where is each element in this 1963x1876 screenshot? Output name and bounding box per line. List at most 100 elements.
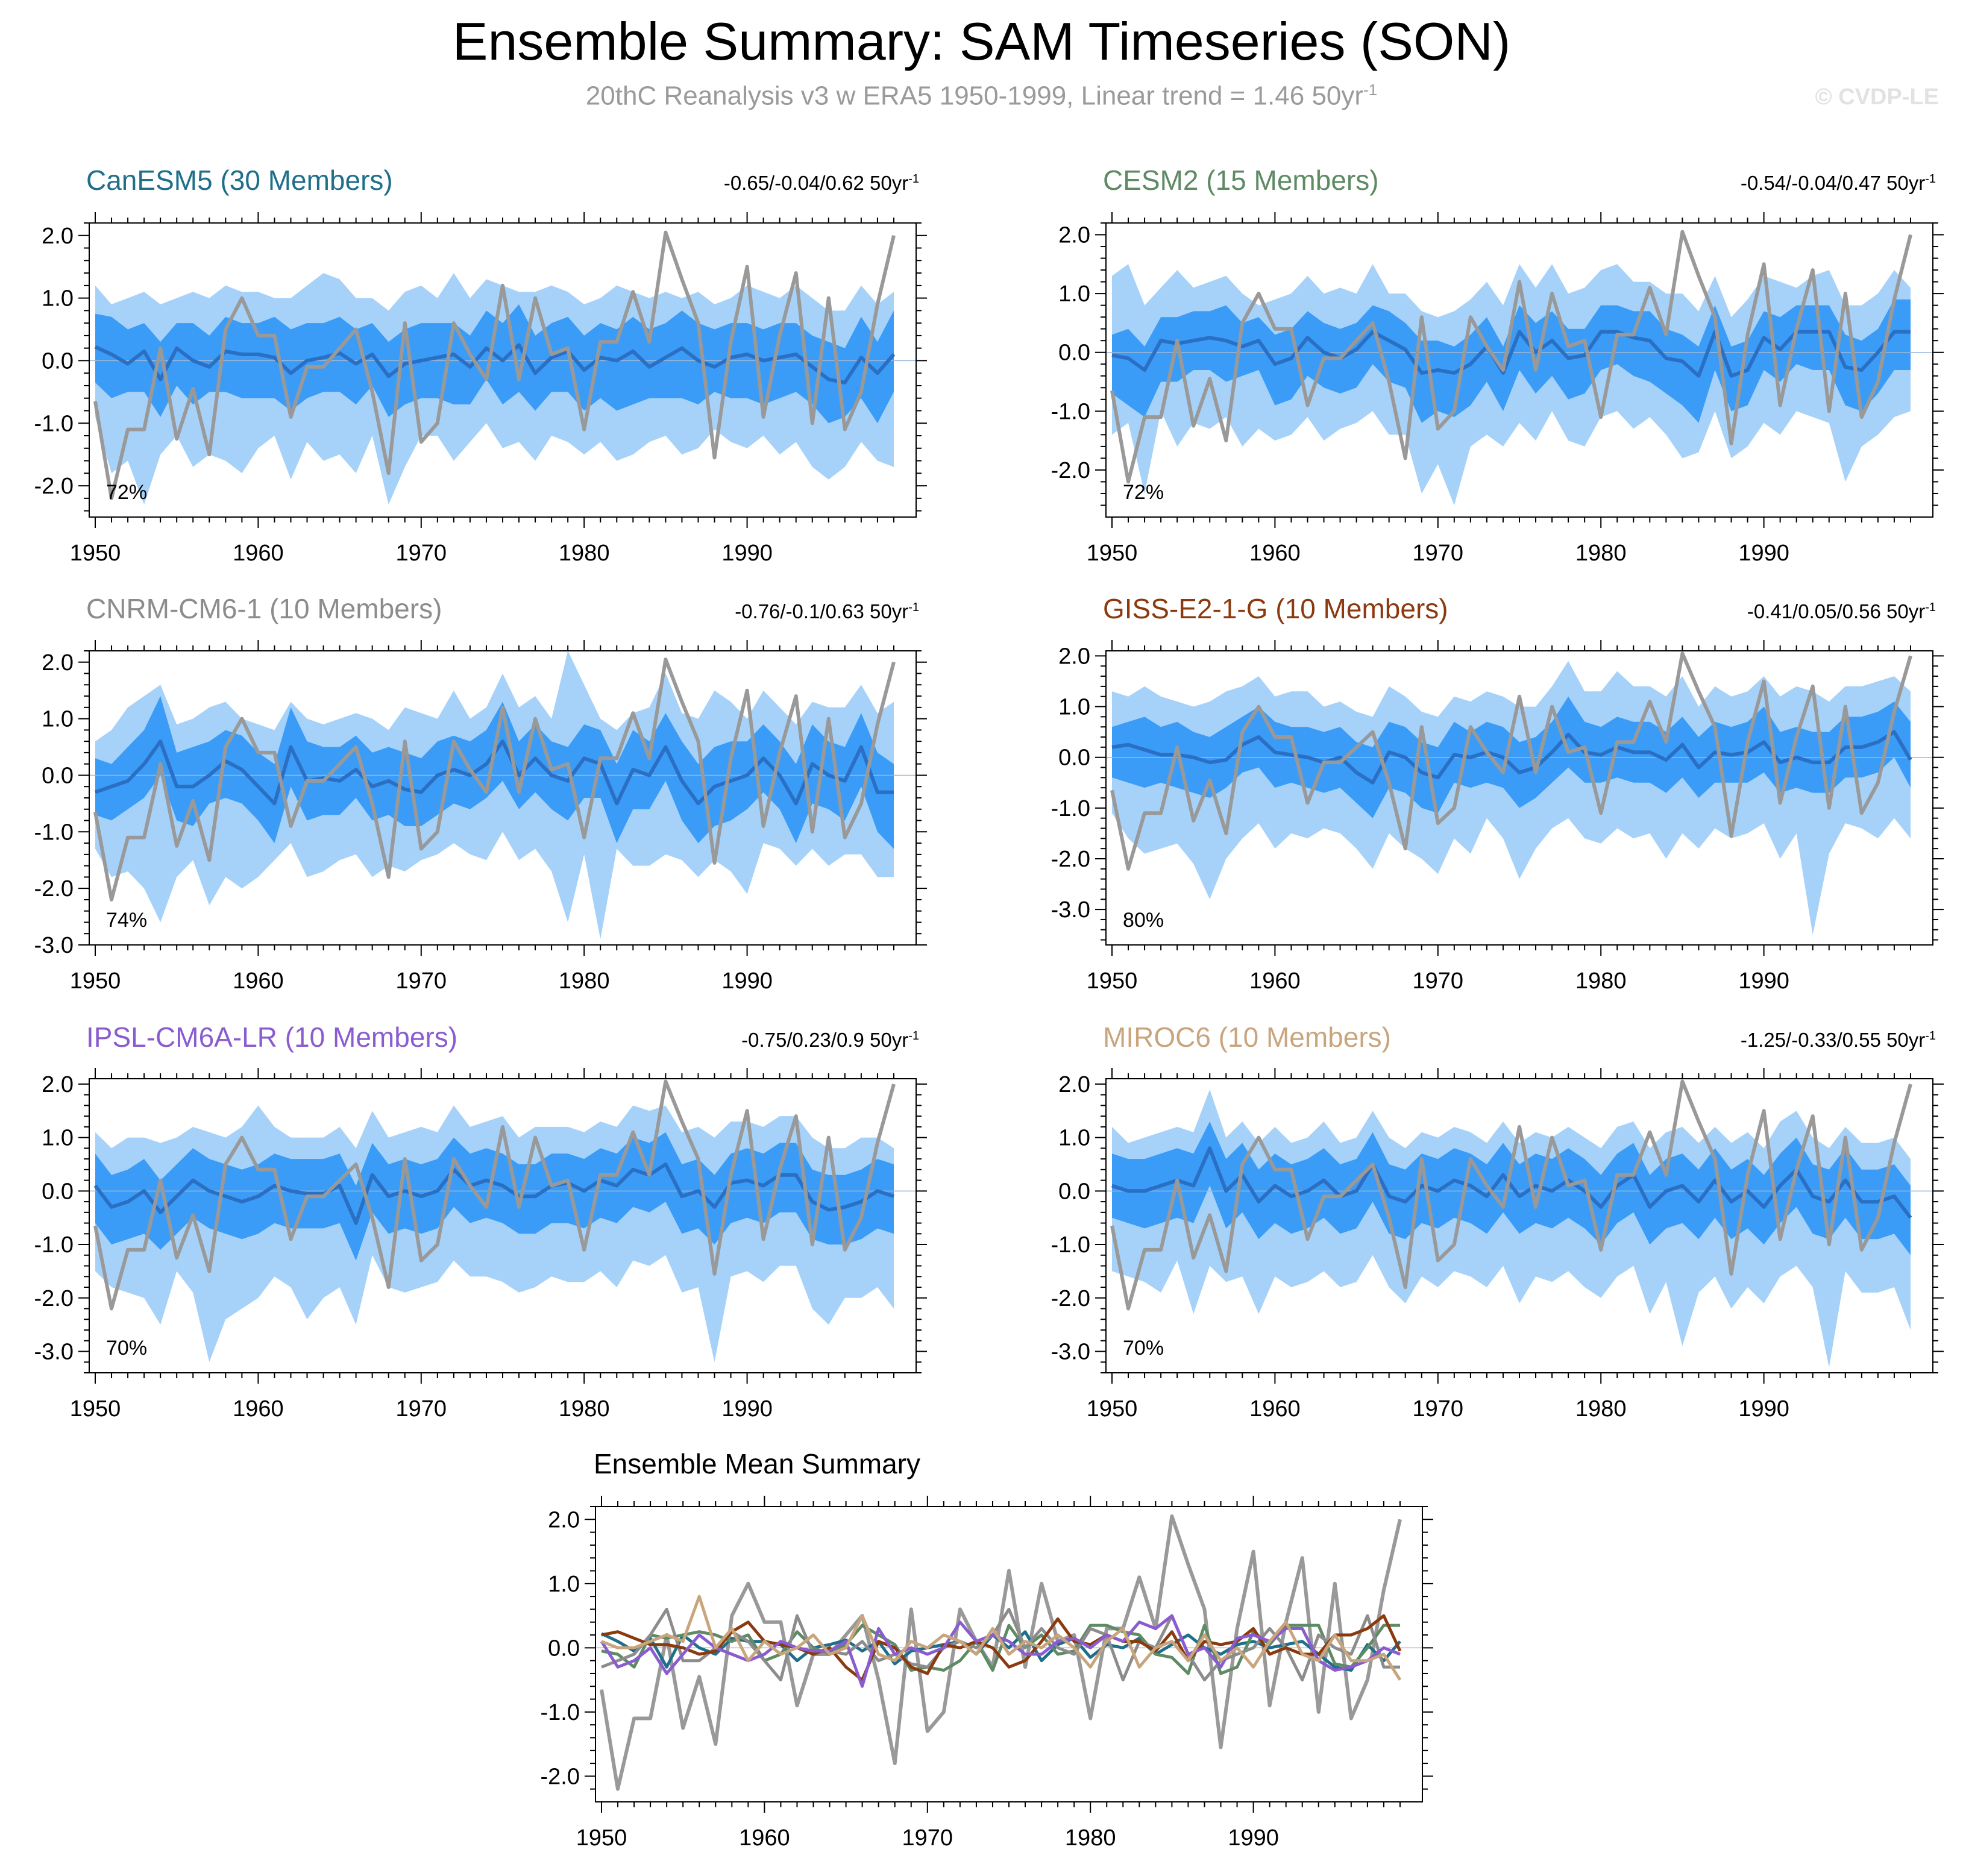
giss-ytick-label: -2.0 — [1051, 847, 1090, 872]
panel-title-ipsl: IPSL-CM6A-LR (10 Members) — [86, 1021, 458, 1053]
giss-xtick-label: 1990 — [1738, 968, 1789, 994]
canesm5-xtick-label: 1970 — [396, 541, 447, 566]
giss-observed-line — [1110, 651, 1912, 871]
canesm5-ytick-label: -1.0 — [34, 411, 74, 436]
range-exponent: -1 — [1925, 601, 1936, 614]
giss-ensemble-mean-line — [1111, 730, 1912, 785]
range-text: -0.54/-0.04/0.47 50yr — [1740, 172, 1926, 194]
canesm5-ytick-label: -2.0 — [34, 474, 74, 499]
page-subtitle: 20thC Reanalysis v3 w ERA5 1950-1999, Li… — [0, 81, 1963, 111]
ipsl-xtick-label: 1960 — [233, 1396, 284, 1422]
cnrm-xtick-label: 1990 — [721, 968, 773, 994]
miroc6-percent-label: 70% — [1123, 1337, 1164, 1360]
summary-ytick-label: -2.0 — [541, 1764, 580, 1789]
panel-range-ipsl: -0.75/0.23/0.9 50yr-1 — [741, 1029, 919, 1052]
canesm5-observed-line — [93, 230, 896, 500]
ipsl-inner-band — [95, 1132, 894, 1261]
giss-ytick-label: 0.0 — [1058, 745, 1090, 771]
summary-ytick-label: 1.0 — [548, 1572, 580, 1597]
miroc6-ytick-label: 0.0 — [1058, 1179, 1090, 1204]
panel-range-miroc6: -1.25/-0.33/0.55 50yr-1 — [1741, 1029, 1936, 1052]
miroc6-ytick-label: -1.0 — [1051, 1232, 1090, 1258]
cesm2-ytick-label: 0.0 — [1058, 340, 1090, 366]
miroc6-ytick-label: -3.0 — [1051, 1340, 1090, 1365]
giss-ytick-label: -1.0 — [1051, 796, 1090, 821]
range-exponent: -1 — [908, 1029, 919, 1043]
summary-xtick-label: 1990 — [1228, 1825, 1279, 1851]
ipsl-ensemble-mean-line — [93, 1162, 894, 1225]
cesm2-inner-band — [1112, 299, 1911, 423]
miroc6-ytick-label: 2.0 — [1058, 1072, 1090, 1097]
canesm5-xtick-label: 1960 — [233, 541, 284, 566]
giss-ytick-label: 1.0 — [1058, 695, 1090, 720]
cesm2-ytick-label: -2.0 — [1051, 458, 1090, 483]
cnrm-ytick-label: 2.0 — [42, 650, 74, 676]
cnrm-ytick-label: 1.0 — [42, 707, 74, 732]
giss-xtick-label: 1980 — [1575, 968, 1627, 994]
cesm2-xtick-label: 1980 — [1575, 541, 1627, 566]
giss-xtick-label: 1950 — [1087, 968, 1138, 994]
range-exponent: -1 — [1925, 172, 1936, 186]
range-text: -0.76/-0.1/0.63 50yr — [735, 600, 909, 623]
miroc6-observed-line — [1110, 1079, 1912, 1311]
summary-line-cesm2 — [601, 1623, 1400, 1675]
summary-ytick-label: -1.0 — [541, 1700, 580, 1725]
summary-title: Ensemble Mean Summary — [594, 1448, 920, 1479]
subtitle-exponent: -1 — [1363, 81, 1378, 99]
panel-range-canesm5: -0.65/-0.04/0.62 50yr-1 — [724, 172, 919, 195]
panel-range-cesm2: -0.54/-0.04/0.47 50yr-1 — [1741, 172, 1936, 195]
cnrm-xtick-label: 1980 — [559, 968, 610, 994]
miroc6-xtick-label: 1980 — [1575, 1396, 1627, 1422]
cnrm-observed-line — [93, 657, 896, 902]
cnrm-xtick-label: 1950 — [70, 968, 121, 994]
cesm2-xtick-label: 1960 — [1249, 541, 1301, 566]
miroc6-xtick-label: 1970 — [1413, 1396, 1464, 1422]
canesm5-ytick-label: 2.0 — [42, 224, 74, 249]
ipsl-observed-line — [93, 1079, 896, 1311]
ipsl-ytick-label: -1.0 — [34, 1232, 74, 1258]
summary-line-miroc6 — [601, 1595, 1402, 1681]
giss-xtick-label: 1960 — [1249, 968, 1301, 994]
summary-ytick-label: 0.0 — [548, 1636, 580, 1661]
canesm5-ytick-label: 0.0 — [42, 348, 74, 374]
cnrm-ytick-label: -1.0 — [34, 820, 74, 845]
summary-xtick-label: 1950 — [576, 1825, 627, 1851]
range-text: -0.65/-0.04/0.62 50yr — [723, 172, 909, 194]
range-text: -0.75/0.23/0.9 50yr — [741, 1029, 909, 1051]
ipsl-xtick-label: 1950 — [70, 1396, 121, 1422]
cesm2-ytick-label: 1.0 — [1058, 281, 1090, 307]
panel-title-cnrm: CNRM-CM6-1 (10 Members) — [86, 593, 442, 624]
summary-xtick-label: 1960 — [739, 1825, 790, 1851]
canesm5-inner-band — [95, 304, 894, 424]
cnrm-ytick-label: 0.0 — [42, 763, 74, 788]
ipsl-ytick-label: -2.0 — [34, 1286, 74, 1311]
ipsl-ytick-label: 0.0 — [42, 1179, 74, 1204]
panel-range-cnrm: -0.76/-0.1/0.63 50yr-1 — [735, 600, 919, 623]
summary-ytick-label: 2.0 — [548, 1507, 580, 1532]
panel-title-giss: GISS-E2-1-G (10 Members) — [1103, 593, 1448, 624]
ipsl-ytick-label: 1.0 — [42, 1126, 74, 1151]
miroc6-ensemble-mean-line — [1111, 1146, 1912, 1219]
panel-title-miroc6: MIROC6 (10 Members) — [1103, 1021, 1391, 1053]
giss-ytick-label: 2.0 — [1058, 644, 1090, 669]
giss-ytick-label: -3.0 — [1051, 897, 1090, 923]
miroc6-ytick-label: 1.0 — [1058, 1126, 1090, 1151]
ipsl-xtick-label: 1990 — [721, 1396, 773, 1422]
giss-percent-label: 80% — [1123, 909, 1164, 932]
cesm2-ensemble-mean-line — [1111, 330, 1911, 378]
canesm5-percent-label: 72% — [106, 481, 147, 504]
ipsl-ytick-label: -3.0 — [34, 1340, 74, 1365]
range-exponent: -1 — [908, 172, 919, 186]
ipsl-ytick-label: 2.0 — [42, 1072, 74, 1097]
page-title: Ensemble Summary: SAM Timeseries (SON) — [452, 11, 1511, 71]
cnrm-ytick-label: -3.0 — [34, 933, 74, 958]
miroc6-ytick-label: -2.0 — [1051, 1286, 1090, 1311]
summary-xtick-label: 1970 — [902, 1825, 953, 1851]
cnrm-percent-label: 74% — [106, 909, 147, 932]
canesm5-xtick-label: 1990 — [721, 541, 773, 566]
cvdp-watermark: © CVDP-LE — [1815, 84, 1939, 110]
cesm2-xtick-label: 1990 — [1738, 541, 1789, 566]
panel-title-canesm5: CanESM5 (30 Members) — [86, 165, 393, 196]
cnrm-ytick-label: -2.0 — [34, 876, 74, 902]
